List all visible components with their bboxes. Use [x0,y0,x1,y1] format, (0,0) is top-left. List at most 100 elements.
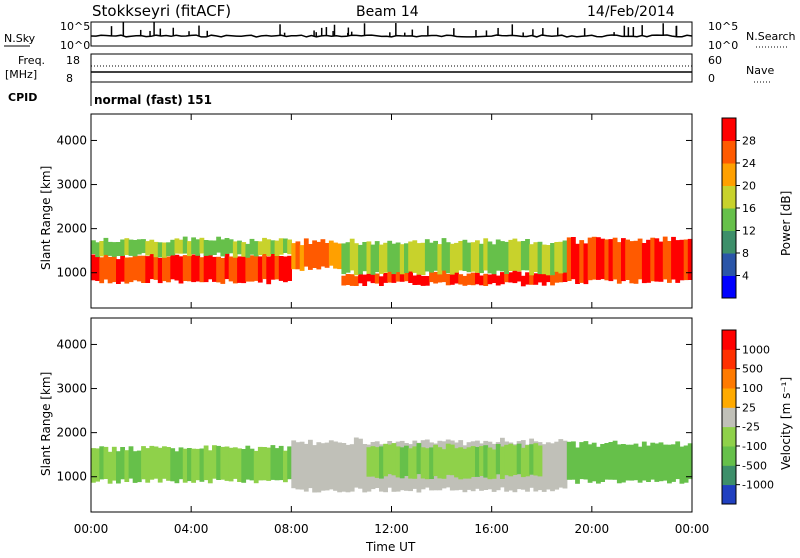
heatmap-cell [466,242,472,273]
heatmap-cell [299,441,305,490]
heatmap-cell [374,447,380,478]
heatmap-cell [662,444,668,481]
heatmap-cell [637,238,643,280]
heatmap-cell [379,244,384,274]
heatmap-cell [366,270,372,282]
heatmap-cell [245,445,251,480]
heatmap-cell [541,444,547,492]
heatmap-cell [500,272,505,285]
heatmap-cell [395,446,401,478]
colorbar-tick-label: 500 [742,363,763,376]
heatmap-cell [220,446,226,480]
velocity-yaxis: 4000 3000 2000 1000 [56,337,692,484]
heatmap-cell [466,447,472,479]
heatmap-cell [562,271,568,282]
xtick-label: 08:00 [274,522,309,536]
heatmap-cell [408,448,413,479]
colorbar-segment [722,426,736,447]
heatmap-cell [587,237,593,281]
heatmap-cell [249,255,255,282]
heatmap-cell [495,239,501,271]
heatmap-cell [224,446,230,481]
heatmap-cell [683,445,689,483]
heatmap-cell [274,448,280,481]
heatmap-cell [283,450,288,483]
colorbar-segment [722,275,736,299]
heatmap-cell [141,255,146,283]
heatmap-cell [637,446,643,483]
heatmap-cell [575,243,580,284]
heatmap-cell [220,239,226,257]
heatmap-cell [679,446,685,484]
heatmap-cell [353,276,359,286]
heatmap-cell [508,443,514,477]
heatmap-cell [241,256,247,284]
heatmap-cell [687,238,693,280]
heatmap-cell [103,252,109,280]
heatmap-cell [537,241,543,275]
heatmap-cell [245,256,251,282]
heatmap-cell [399,244,405,275]
heatmap-cell [283,256,288,283]
heatmap-cell [383,242,388,273]
heatmap-cell [600,238,605,280]
heatmap-cell [650,237,656,282]
heatmap-cell [508,239,514,271]
heatmap-cell [266,239,272,257]
heatmap-cell [462,239,468,271]
heatmap-cell [558,439,564,488]
heatmap-cell [558,241,564,274]
freq-tick-bottom: 8 [66,72,73,85]
heatmap-cell [308,244,313,270]
colorbar-tick-label: 4 [742,270,749,283]
heatmap-cell [416,243,422,275]
heatmap-cell [475,240,480,273]
nsky-label: N.Sky [4,32,36,45]
heatmap-cell [504,241,509,274]
heatmap-cell [675,441,681,480]
colorbar-frame [721,329,737,505]
heatmap-cell [95,242,100,258]
heatmap-cell [187,254,192,282]
heatmap-cell [646,239,651,283]
ytick-label: 3000 [56,382,87,396]
heatmap-cell [253,255,259,281]
heatmap-cell [596,237,601,280]
heatmap-cell [153,241,159,258]
heatmap-cell [454,242,459,273]
heatmap-cell [287,446,292,480]
heatmap-cell [641,243,647,284]
heatmap-cell [162,446,167,479]
heatmap-cell [391,271,397,283]
heatmap-cell [182,255,188,281]
freq-unit-label: [MHz] [5,68,37,81]
heatmap-cell [349,444,355,492]
heatmap-cell [182,236,188,254]
heatmap-cell [608,442,614,480]
heatmap-cell [625,444,630,481]
heatmap-cell [529,244,534,276]
heatmap-cell [671,236,676,280]
freq-panel [90,53,693,83]
heatmap-cell [445,443,451,475]
heatmap-cell [487,274,493,285]
heatmap-cell [629,444,635,481]
heatmap-cell [153,446,159,479]
heatmap-cell [120,255,125,282]
heatmap-cell [458,274,464,285]
heatmap-cell [116,451,121,484]
heatmap-cell [479,275,484,286]
noise-tick-left-top: 10^5 [60,20,90,33]
heatmap-cell [366,241,372,274]
heatmap-cell [228,447,234,482]
heatmap-cell [412,275,418,285]
heatmap-cell [641,441,647,481]
colorbar-segment [722,465,736,486]
velocity-colorbar-label: Velocity [m s⁻¹] [779,377,793,470]
heatmap-cell [449,444,455,476]
xtick-label: 00:00 [74,522,109,536]
heatmap-cell [162,242,167,258]
heatmap-cell [174,238,180,254]
velocity-colorbar: 1000 500 100 25 -25 -100 -500 -1000 [721,329,774,505]
heatmap-cell [404,445,409,476]
